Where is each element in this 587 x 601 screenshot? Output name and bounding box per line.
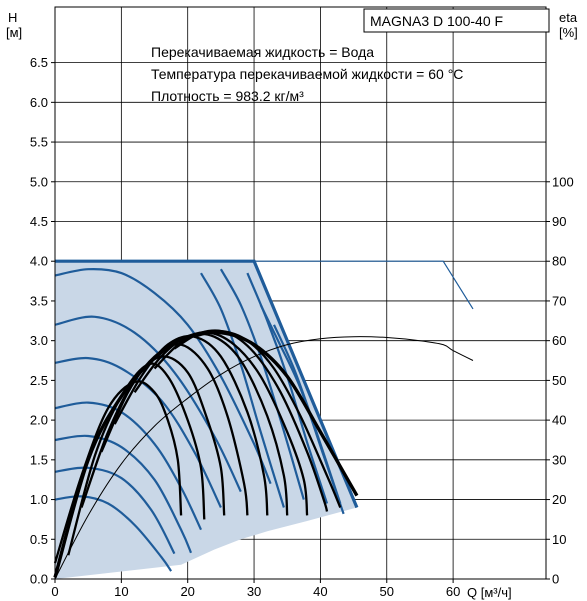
black-curve-5 [113,335,269,516]
x-tick-label-4: 40 [313,584,327,599]
x-tick-label-1: 10 [114,584,128,599]
blue-curve-4 [54,434,193,554]
y-left-tick-label-1: 0.5 [30,532,48,547]
info-line-temperature: Температура перекачиваемой жидкости = 60… [151,66,463,82]
x-tick-label-3: 30 [247,584,261,599]
y-right-tick-label-8: 80 [552,254,566,269]
y-right-tick-label-4: 40 [552,413,566,428]
y-left-tick-label-4: 2.0 [30,413,48,428]
x-tick-label-0: 0 [51,584,58,599]
black-curve-3 [80,355,226,516]
y-left-tick-label-12: 6.0 [30,95,48,110]
y-left-tick-label-6: 3.0 [30,333,48,348]
y-left-tick-label-7: 3.5 [30,293,48,308]
y-right-tick-label-10: 100 [552,174,574,189]
y-left-tick-label-3: 1.5 [30,452,48,467]
blue-curve-8 [219,268,305,500]
y-left-tick-label-13: 6.5 [30,55,48,70]
x-axis-title: Q [м³/ч] [467,585,512,600]
blue-curve-3 [54,401,202,531]
y-left-tick-label-10: 5.0 [30,174,48,189]
y-right-tick-label-3: 30 [552,452,566,467]
black-curve-9 [194,329,342,508]
y-left-axis-title-line2: [м] [6,25,22,40]
model-label-box: MAGNA3 D 100-40 F [363,8,550,33]
blue-curve-11 [259,304,345,515]
y-right-tick-label-2: 20 [552,492,566,507]
black-curve-2 [67,362,206,556]
y-left-tick-label-11: 5.5 [30,135,48,150]
y-left-tick-label-5: 2.5 [30,373,48,388]
black-curve-8 [173,329,329,512]
ticks-layer: 0.0 0.5 1.0 1.5 2.0 2.5 3.0 3.5 4.0 4.5 5.0 5.5 6.0 6… [30,55,574,599]
blue-curve-7 [200,272,285,508]
blue-curve-1 [54,315,242,493]
info-line-fluid: Перекачиваемая жидкость = Вода [151,44,374,60]
y-right-tick-label-6: 60 [552,333,566,348]
y-right-tick-label-1: 10 [552,532,566,547]
y-left-tick-label-2: 1.0 [30,492,48,507]
blue-curve-5 [54,466,176,555]
black-curve-6 [133,332,289,516]
y-right-tick-label-0: 0 [552,572,559,587]
black-curves-layer [53,329,359,578]
plot-frame [54,6,547,580]
y-right-axis-title-line2: [%] [559,25,578,40]
y-left-tick-label-9: 4.5 [30,214,48,229]
black-curve-7 [153,331,309,516]
blue-curve-6 [54,495,173,572]
y-left-tick-label-0: 0.0 [30,572,48,587]
blue-curve-0 [54,267,272,485]
y-right-axis-title-line1: eta [559,10,578,25]
y-left-axis-title-line1: H [8,10,17,25]
black-curve-4 [100,343,249,516]
model-label: MAGNA3 D 100-40 F [370,13,503,29]
efficiency-layer [54,260,474,580]
efficiency-curve [54,336,474,580]
efficiency-blue-line [55,260,474,310]
y-right-tick-label-5: 50 [552,373,566,388]
y-left-tick-label-8: 4.0 [30,254,48,269]
y-right-tick-label-7: 70 [552,293,566,308]
x-tick-label-5: 50 [380,584,394,599]
x-tick-label-2: 20 [180,584,194,599]
x-tick-label-6: 60 [446,584,460,599]
y-right-tick-label-9: 90 [552,214,566,229]
info-line-density: Плотность = 983.2 кг/м³ [151,88,304,104]
frame-layer [54,6,547,580]
blue-curves-layer [54,267,345,572]
